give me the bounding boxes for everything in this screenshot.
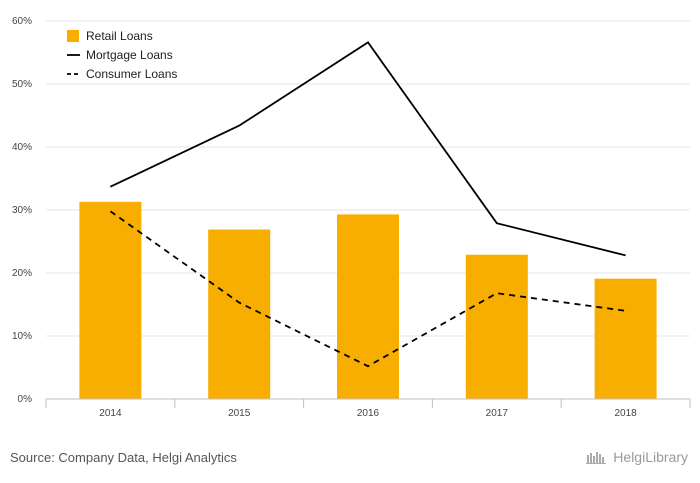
x-tick-label: 2015 (228, 408, 251, 419)
bar (465, 254, 528, 399)
line-mortgage-loans (110, 41, 626, 257)
bar (79, 201, 142, 399)
legend: Retail Loans Mortgage Loans Consumer Loans (67, 29, 177, 81)
x-tick-label: 2016 (357, 408, 380, 419)
line-consumer-loans (109, 210, 626, 368)
legend-label: Mortgage Loans (86, 48, 173, 62)
bar (337, 214, 399, 399)
y-tick-label: 10% (12, 331, 32, 342)
chart: 0%10%20%30%40%50%60% 2014 2015 2016 2017 201… (12, 16, 691, 419)
library-icon (586, 452, 607, 464)
y-tick-label: 40% (12, 142, 32, 153)
brand-logo[interactable]: HelgiLibrary (586, 449, 688, 465)
bar-series-retail-loans (79, 201, 657, 399)
y-axis-ticks: 0% 10% 20% 30% 40% 50% 60% (12, 16, 32, 405)
source-note: Source: Company Data, Helgi Analytics (10, 450, 237, 465)
y-tick-label: 30% (12, 205, 32, 216)
legend-label: Retail Loans (86, 29, 153, 43)
line-series (109, 41, 626, 368)
legend-label: Consumer Loans (86, 67, 177, 81)
y-tick-label: 0% (18, 394, 33, 405)
brand-name: HelgiLibrary (613, 449, 688, 465)
bar (594, 278, 657, 399)
y-tick-label: 20% (12, 268, 32, 279)
x-tick-label: 2018 (614, 408, 637, 419)
x-tick-label: 2014 (99, 408, 122, 419)
y-tick-label: 60% (12, 16, 32, 27)
legend-swatch (67, 30, 79, 42)
x-axis: 2014 2015 2016 2017 2018 (45, 398, 691, 419)
gridlines (46, 20, 690, 337)
bar (208, 229, 271, 399)
y-tick-label: 50% (12, 79, 32, 90)
x-tick-label: 2017 (486, 408, 509, 419)
